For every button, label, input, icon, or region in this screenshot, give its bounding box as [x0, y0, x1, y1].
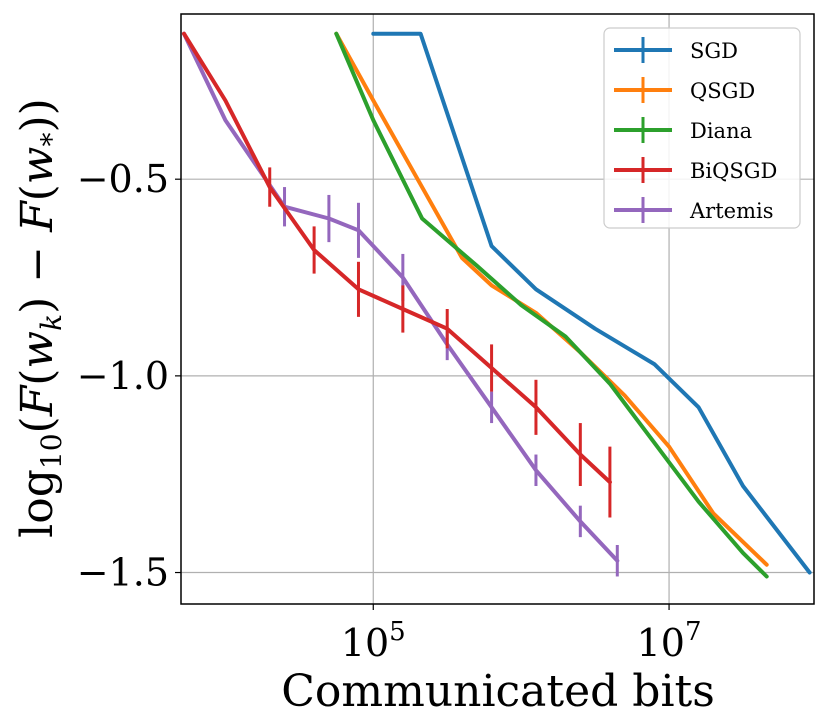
plot-series	[182, 31, 812, 579]
y-tick-label: −1.5	[77, 551, 169, 595]
legend: SGD QSGD Diana BiQSGD Artemis	[603, 27, 801, 229]
series-line	[182, 31, 612, 485]
axes-frame	[180, 13, 815, 605]
tick-labels: 105 107 −0.5 −1.0 −1.5	[77, 157, 702, 665]
legend-item-diana: Diana	[614, 117, 752, 143]
x-axis-label: Communicated bits	[281, 666, 715, 717]
legend-label: QSGD	[690, 79, 755, 103]
series-sgd	[371, 31, 812, 575]
legend-item-biqsgd: BiQSGD	[614, 157, 777, 183]
series-diana	[334, 31, 769, 579]
legend-label: Diana	[690, 119, 752, 143]
series-artemis	[182, 31, 620, 577]
y-axis-label: log10(F(wk) − F(w*))	[12, 98, 68, 538]
x-tick-label: 107	[637, 617, 702, 665]
y-tick-label: −1.0	[77, 354, 169, 398]
legend-frame	[603, 27, 801, 229]
y-tick-label: −0.5	[77, 157, 169, 201]
legend-label: BiQSGD	[690, 159, 777, 183]
series-biqsgd	[182, 31, 612, 518]
series-line	[182, 31, 620, 563]
x-tick-label: 105	[341, 617, 406, 665]
legend-item-sgd: SGD	[614, 37, 738, 63]
legend-label: Artemis	[689, 199, 773, 223]
legend-item-artemis: Artemis	[614, 197, 773, 223]
legend-label: SGD	[690, 39, 738, 63]
legend-item-qsgd: QSGD	[614, 77, 755, 103]
